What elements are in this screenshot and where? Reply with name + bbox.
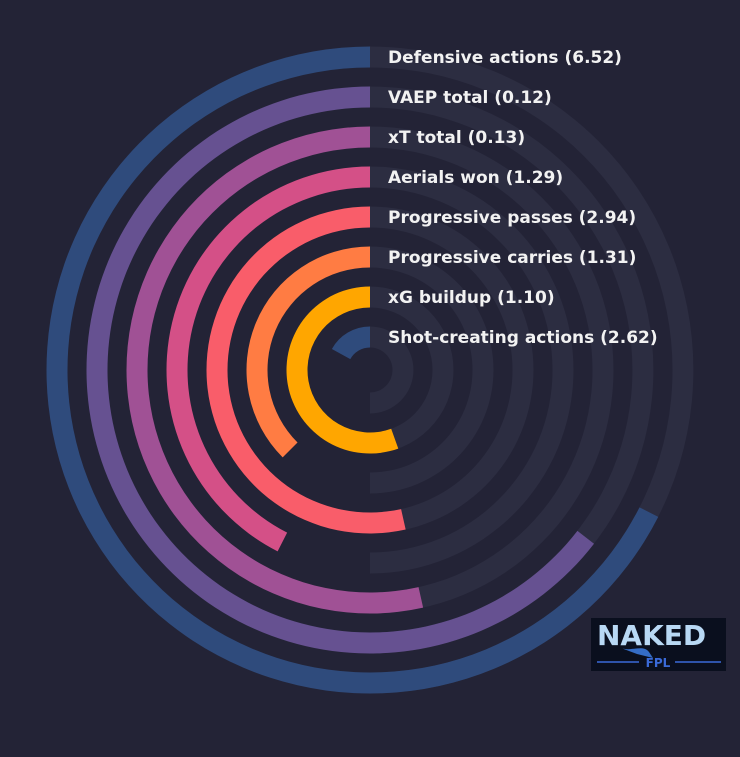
- bar-6-arc: [286, 286, 399, 454]
- logo-swoosh-icon: [621, 648, 653, 658]
- logo-subtitle: FPL: [646, 656, 671, 670]
- bar-5-label: Progressive carries (1.31): [388, 248, 636, 268]
- bar-3-arc: [166, 166, 370, 552]
- logo-wordmark: NAKED: [597, 619, 706, 652]
- bar-4-label: Progressive passes (2.94): [388, 208, 636, 228]
- bar-6-label: xG buildup (1.10): [388, 288, 555, 308]
- bar-5-arc: [246, 246, 370, 458]
- bar-5-track: [370, 246, 494, 494]
- bar-7-track: [370, 326, 414, 414]
- label-group: Defensive actions (6.52) VAEP total (0.12…: [388, 48, 658, 348]
- bar-0-label: Defensive actions (6.52): [388, 48, 622, 68]
- bar-1-label: VAEP total (0.12): [388, 88, 552, 108]
- naked-fpl-logo: NAKED FPL: [591, 618, 726, 671]
- bar-3-track: [370, 166, 574, 574]
- bar-7-arc: [331, 326, 370, 360]
- bar-2-label: xT total (0.13): [388, 128, 525, 148]
- bar-group: [46, 46, 659, 694]
- bar-6-track: [370, 286, 454, 454]
- bar-3-label: Aerials won (1.29): [388, 168, 563, 188]
- bar-7-label: Shot-creating actions (2.62): [388, 328, 658, 348]
- bar-4-track: [370, 206, 534, 534]
- track-group: [370, 46, 694, 694]
